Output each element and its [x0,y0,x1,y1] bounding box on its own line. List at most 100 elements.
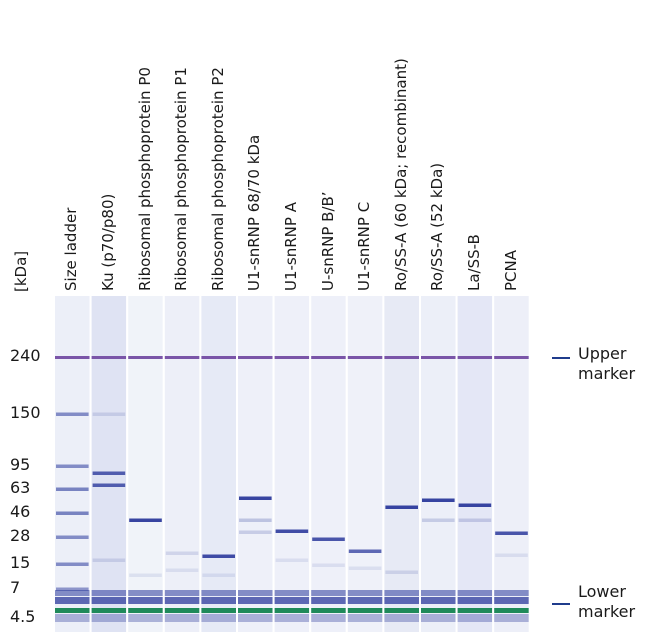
lane-1-band [56,412,89,416]
lane-9-bottom-smear [347,614,383,622]
lane-9-band [348,549,382,553]
lane-2-front-band [91,597,127,604]
lane-3-front-band [128,590,163,596]
lane-5-background [201,296,236,632]
lane-12-front-band [457,590,493,596]
y-tick-label: 240 [10,346,41,365]
lane-12-smear [457,296,493,632]
lower-marker-label-line1: Lower [578,582,626,601]
lane-6-background [238,296,273,632]
lane-1-upper-marker-band [55,356,90,359]
lane-12-background [457,296,493,632]
upper-marker-label-line2: marker [578,364,636,383]
lane-2-lower-marker-band [91,608,127,613]
lane-3-band [129,573,162,577]
lane-2-smear [91,296,127,632]
y-tick-label: 63 [10,478,31,497]
lane-8-front-band [311,590,346,596]
upper-marker-label-line1: Upper [578,344,627,363]
lane-6-band [239,530,272,534]
lane-2-front-band [91,590,127,596]
lane-10-front-band [384,597,419,604]
lane-6-band [239,496,272,500]
lane-8-bottom-smear [311,614,346,622]
lane-5-upper-marker-band [201,356,236,359]
lane-5-lower-marker-band [201,608,236,613]
y-tick-label: 4.5 [10,607,36,626]
lane-9-upper-marker-band [347,356,383,359]
upper-marker-label: Upper marker [578,344,635,384]
lane-6-bottom-smear [238,614,273,622]
lane-1-band [56,562,89,566]
lane-11-front-band [421,590,456,596]
lane-9-front-band [347,590,383,596]
lane-7-front-band [274,597,310,604]
lane-11-background [421,296,456,632]
lane-13-background [494,296,529,632]
lane-9-background [347,296,383,632]
lane-3-smear [128,296,163,632]
lane-3-upper-marker-band [128,356,163,359]
lane-6-band [239,518,272,522]
lane-2-band [92,471,126,475]
lane-4-bottom-smear [164,614,200,622]
lane-5-band [202,554,235,558]
lane-8-background [311,296,346,632]
lane-6-lower-marker-band [238,608,273,613]
lane-8-front-band [311,597,346,604]
y-tick-label: 7 [10,578,21,597]
lower-marker-label: Lower marker [578,582,635,622]
lane-1-front-band [55,597,90,604]
lane-2-bottom-smear [91,614,127,622]
lane-1-band [56,487,89,491]
lane-7-band [275,529,309,533]
lane-13-upper-marker-band [494,356,529,359]
lane-11-smear [421,296,456,632]
lane-6-smear [238,296,273,632]
lane-1-band [56,587,89,591]
y-tick-label: 95 [10,455,31,474]
lane-13-band [495,531,528,535]
lane-6-front-band [238,597,273,604]
lane-4-lower-marker-band [164,608,200,613]
lane-13-smear [494,296,529,632]
lane-7-background [274,296,310,632]
lane-2-upper-marker-band [91,356,127,359]
lane-13-front-band [494,597,529,604]
lane-11-band [422,518,455,522]
y-tick-label: 150 [10,403,41,422]
lane-12-bottom-smear [457,614,493,622]
lane-5-bottom-smear [201,614,236,622]
lane-12-band [458,518,492,522]
lane-5-front-band [201,597,236,604]
lane-2-band [92,558,126,562]
lane-12-front-band [457,597,493,604]
lane-11-front-band [421,597,456,604]
lane-1-bottom-smear [55,614,90,622]
y-tick-label: 15 [10,553,31,572]
upper-marker-line [552,357,570,359]
lane-3-band [129,518,162,522]
lane-13-band [495,553,528,557]
lane-4-front-band [164,597,200,604]
lane-7-lower-marker-band [274,608,310,613]
lane-3-bottom-smear [128,614,163,622]
lane-8-upper-marker-band [311,356,346,359]
lane-10-bottom-smear [384,614,419,622]
lane-2-band [92,412,126,416]
lane-7-band [275,558,309,562]
lane-12-band [458,503,492,507]
lane-5-smear [201,296,236,632]
lower-marker-line [552,603,570,605]
lane-10-band [385,505,418,509]
lane-9-band [348,566,382,570]
y-tick-label: 46 [10,502,31,521]
lane-8-lower-marker-band [311,608,346,613]
y-tick-label: 28 [10,526,31,545]
lane-6-front-band [238,590,273,596]
lane-2-background [91,296,127,632]
lane-8-smear [311,296,346,632]
lane-13-front-band [494,590,529,596]
lane-10-band [385,570,418,574]
